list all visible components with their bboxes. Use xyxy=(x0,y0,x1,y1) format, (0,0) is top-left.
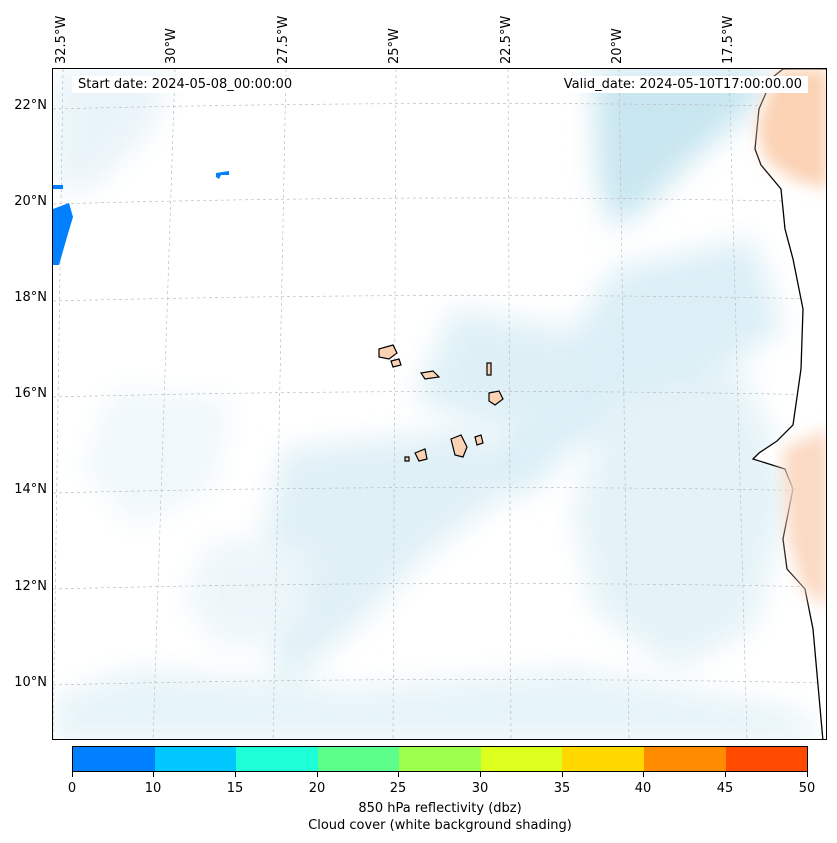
colorbar-segment-7 xyxy=(643,747,726,771)
colorbar-tick-40: 40 xyxy=(634,781,652,796)
coastline-africa xyxy=(751,69,826,739)
map-canvas xyxy=(53,69,826,739)
cape-verde-islands xyxy=(378,344,504,462)
lat-label-16n: 16°N xyxy=(14,386,47,401)
colorbar-tick-25: 25 xyxy=(389,781,407,796)
cloud-cover-shading xyxy=(53,69,826,739)
colorbar xyxy=(72,746,808,772)
start-date-label: Start date: 2024-05-08_00:00:00 xyxy=(72,76,299,93)
lon-label-30w: 30°W xyxy=(164,28,179,64)
lat-label-18n: 18°N xyxy=(14,290,47,305)
colorbar-tick-mark xyxy=(562,772,563,777)
colorbar-segment-2 xyxy=(236,747,318,771)
colorbar-segment-8 xyxy=(725,747,808,771)
colorbar-segment-5 xyxy=(480,747,563,771)
colorbar-segment-0 xyxy=(73,747,155,771)
lon-label-17-5w: 17.5°W xyxy=(721,15,736,64)
colorbar-tick-10: 10 xyxy=(144,781,162,796)
lat-label-12n: 12°N xyxy=(14,579,47,594)
colorbar-segment-4 xyxy=(399,747,481,771)
colorbar-tick-30: 30 xyxy=(471,781,489,796)
colorbar-tick-mark xyxy=(153,772,154,777)
colorbar-segment-1 xyxy=(154,747,237,771)
colorbar-tick-mark xyxy=(725,772,726,777)
valid-date-label: Valid_date: 2024-05-10T17:00:00.00 xyxy=(557,76,808,93)
colorbar-tick-mark xyxy=(643,772,644,777)
colorbar-tick-45: 45 xyxy=(716,781,734,796)
colorbar-tick-20: 20 xyxy=(308,781,326,796)
lat-label-14n: 14°N xyxy=(14,482,47,497)
colorbar-tick-0: 0 xyxy=(67,781,77,796)
lon-label-27-5w: 27.5°W xyxy=(276,15,291,64)
colorbar-tick-mark xyxy=(480,772,481,777)
colorbar-tick-mark xyxy=(398,772,399,777)
colorbar-tick-35: 35 xyxy=(553,781,571,796)
lon-label-25w: 25°W xyxy=(387,28,402,64)
lat-label-22n: 22°N xyxy=(14,98,47,113)
colorbar-sublabel: Cloud cover (white background shading) xyxy=(308,818,572,833)
lat-label-20n: 20°N xyxy=(14,194,47,209)
lat-label-10n: 10°N xyxy=(14,675,47,690)
lon-label-32-5w: 32.5°W xyxy=(54,15,69,64)
colorbar-tick-mark xyxy=(235,772,236,777)
map-gridlines xyxy=(53,69,826,739)
map-panel xyxy=(52,68,827,740)
lon-label-22-5w: 22.5°W xyxy=(499,15,514,64)
colorbar-segment-3 xyxy=(317,747,400,771)
colorbar-tick-mark xyxy=(317,772,318,777)
colorbar-tick-15: 15 xyxy=(226,781,244,796)
colorbar-tick-50: 50 xyxy=(798,781,816,796)
colorbar-tick-mark xyxy=(72,772,73,777)
colorbar-tick-mark xyxy=(807,772,808,777)
lon-label-20w: 20°W xyxy=(610,28,625,64)
colorbar-segment-6 xyxy=(562,747,644,771)
colorbar-label: 850 hPa reflectivity (dbz) xyxy=(358,801,522,816)
